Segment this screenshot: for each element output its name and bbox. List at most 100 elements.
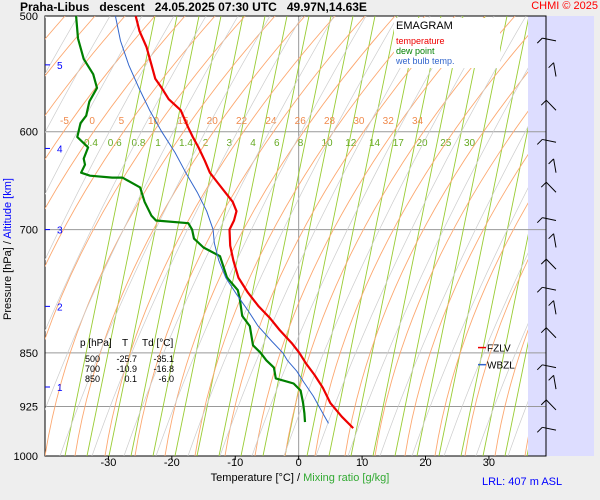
moist-adiabat xyxy=(411,187,528,456)
wind-barb xyxy=(542,217,557,221)
mixing-ratio-label: 4 xyxy=(250,138,256,149)
wind-barb xyxy=(542,37,557,42)
temperature-tick-label: -30 xyxy=(100,457,116,469)
wind-barb-feather xyxy=(548,233,554,240)
temperature-tick-label: -20 xyxy=(164,457,180,469)
legend-dew-point: dew point xyxy=(396,46,435,56)
dry-adiabat-label: 22 xyxy=(236,116,248,127)
dry-adiabat xyxy=(134,16,366,456)
mixing-ratio-line xyxy=(504,341,528,456)
copyright: CHMI © 2025 xyxy=(531,0,598,12)
pressure-tick-label: 700 xyxy=(20,225,38,237)
legend-wet-bulb: wet bulb temp. xyxy=(396,56,455,66)
dry-adiabat-label: 20 xyxy=(207,116,219,127)
dry-adiabat xyxy=(254,16,486,456)
wind-barb xyxy=(553,158,557,173)
dry-adiabat-label: 10 xyxy=(148,116,160,127)
wind-barb-feather xyxy=(540,327,547,334)
dry-adiabat xyxy=(224,16,456,456)
mixing-ratio-line xyxy=(306,16,398,456)
mixing-ratio-line xyxy=(482,233,528,456)
moist-adiabat xyxy=(45,16,239,411)
table-header: p [hPa] xyxy=(80,338,112,349)
table-cell: -16.8 xyxy=(153,364,174,374)
dry-adiabat-label: 30 xyxy=(353,116,365,127)
moist-adiabat xyxy=(45,16,175,261)
wind-barb xyxy=(542,364,557,369)
mixing-ratio-line xyxy=(218,16,310,456)
wind-barb xyxy=(545,99,557,111)
y-label-separator: / xyxy=(2,241,14,245)
dry-adiabat xyxy=(194,16,426,456)
legend: EMAGRAM temperature dew point wet bulb t… xyxy=(394,18,500,68)
moist-adiabat xyxy=(347,67,528,456)
mixing-ratio-line xyxy=(416,16,508,456)
wind-barb-feather xyxy=(536,139,543,145)
table-header: T xyxy=(122,338,128,349)
y-label-altitude: Altitude [km] xyxy=(2,178,14,239)
table-cell: 500 xyxy=(85,354,100,364)
plot-border xyxy=(44,15,547,457)
temperature-tick-label: 10 xyxy=(356,457,368,469)
dry-adiabat xyxy=(45,16,246,341)
wind-barb-feather xyxy=(548,300,554,306)
moist-adiabat xyxy=(251,16,463,456)
mixing-ratio-line xyxy=(174,16,266,456)
sounding-mode: descent xyxy=(99,0,145,14)
wind-barb xyxy=(542,286,557,291)
wind-panel xyxy=(528,16,594,456)
dry-adiabat xyxy=(45,16,216,268)
altitude-tick-label: 1 xyxy=(57,383,63,394)
mixing-ratio-label: 1 xyxy=(155,138,161,149)
mixing-ratio-label: 0.8 xyxy=(132,138,146,149)
table-cell: 0.1 xyxy=(124,374,137,384)
wind-barb xyxy=(545,258,557,270)
wind-barb xyxy=(542,426,557,431)
series-line-dew-point xyxy=(75,15,307,423)
pressure-tick-label: 500 xyxy=(20,11,38,23)
plot-area xyxy=(45,16,546,456)
mixing-ratio-label: 20 xyxy=(417,138,429,149)
dry-adiabat-label: 26 xyxy=(295,116,307,127)
wind-barb-feather xyxy=(536,37,543,44)
temperature-tick-label: 0 xyxy=(296,457,302,469)
grid-layer xyxy=(44,15,547,457)
dry-adiabat xyxy=(284,16,516,456)
altitude-tick-label: 4 xyxy=(57,144,63,155)
mixing-ratio-line xyxy=(460,126,528,456)
mixing-ratio-label: 0.4 xyxy=(84,138,98,149)
wind-barb-feather xyxy=(536,217,543,224)
series-line-temperature xyxy=(134,15,354,429)
table-cell: -35.1 xyxy=(153,354,174,364)
moist-adiabat xyxy=(315,16,527,456)
moist-adiabat xyxy=(123,16,335,456)
mixing-ratio-label: 25 xyxy=(440,138,452,149)
mixing-ratio-line xyxy=(240,16,332,456)
mixing-ratio-label: 1.4 xyxy=(179,138,193,149)
dry-adiabat-label: 34 xyxy=(412,116,424,127)
dry-adiabat xyxy=(404,153,528,456)
mixing-ratio-line xyxy=(196,16,288,456)
altitude-tick-label: 2 xyxy=(57,302,63,313)
wind-barb xyxy=(553,233,557,248)
wind-barb xyxy=(542,138,557,143)
wind-barb-feather xyxy=(540,399,547,406)
moist-adiabat xyxy=(443,252,528,456)
moist-adiabat xyxy=(45,16,111,134)
pressure-tick-label: 850 xyxy=(20,348,38,360)
table-cell: -25.7 xyxy=(116,354,137,364)
dry-adiabat-label: -5 xyxy=(60,116,69,127)
pressure-tick-label: 1000 xyxy=(14,451,38,463)
dry-adiabat xyxy=(45,16,126,117)
mixing-ratio-line xyxy=(328,16,420,456)
wind-barb-feather xyxy=(548,158,554,165)
mixing-ratio-label: 3 xyxy=(227,138,233,149)
dry-adiabat xyxy=(434,202,528,456)
lrl-note: LRL: 407 m ASL xyxy=(482,476,563,488)
wind-barb-feather xyxy=(540,258,547,265)
dry-adiabat-label: 28 xyxy=(324,116,336,127)
moist-adiabat xyxy=(155,16,367,456)
table-cell: -6.0 xyxy=(158,374,174,384)
